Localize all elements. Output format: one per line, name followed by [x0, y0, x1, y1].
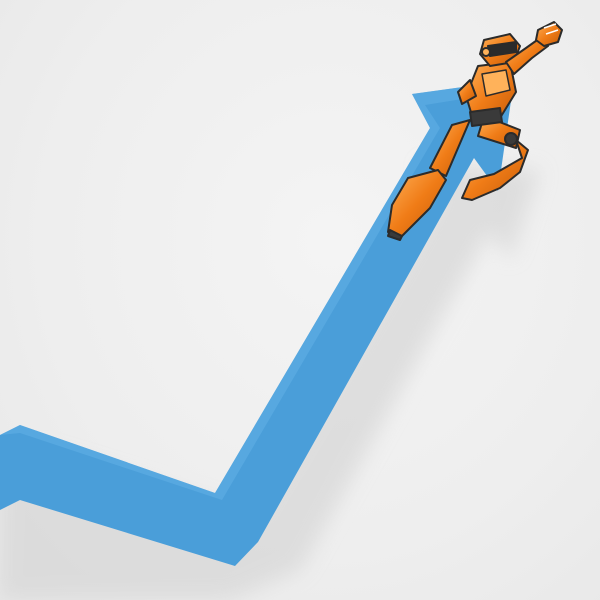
robot-raised-arm — [505, 37, 549, 75]
robot-chest-plate — [481, 69, 511, 97]
robot-back-arm — [457, 79, 477, 105]
robot-right-shin — [461, 139, 529, 201]
robot-knee-joint — [504, 132, 518, 146]
robot-fist-knuckles — [543, 23, 559, 35]
robot-figure-icon — [387, 21, 563, 241]
robot-fist — [535, 21, 563, 47]
robot-left-boot-sole — [387, 229, 403, 241]
robot-left-thigh — [429, 119, 471, 177]
robot-ear — [481, 47, 491, 57]
trend-arrow-shadow — [0, 165, 540, 600]
robot-waist — [469, 107, 503, 127]
